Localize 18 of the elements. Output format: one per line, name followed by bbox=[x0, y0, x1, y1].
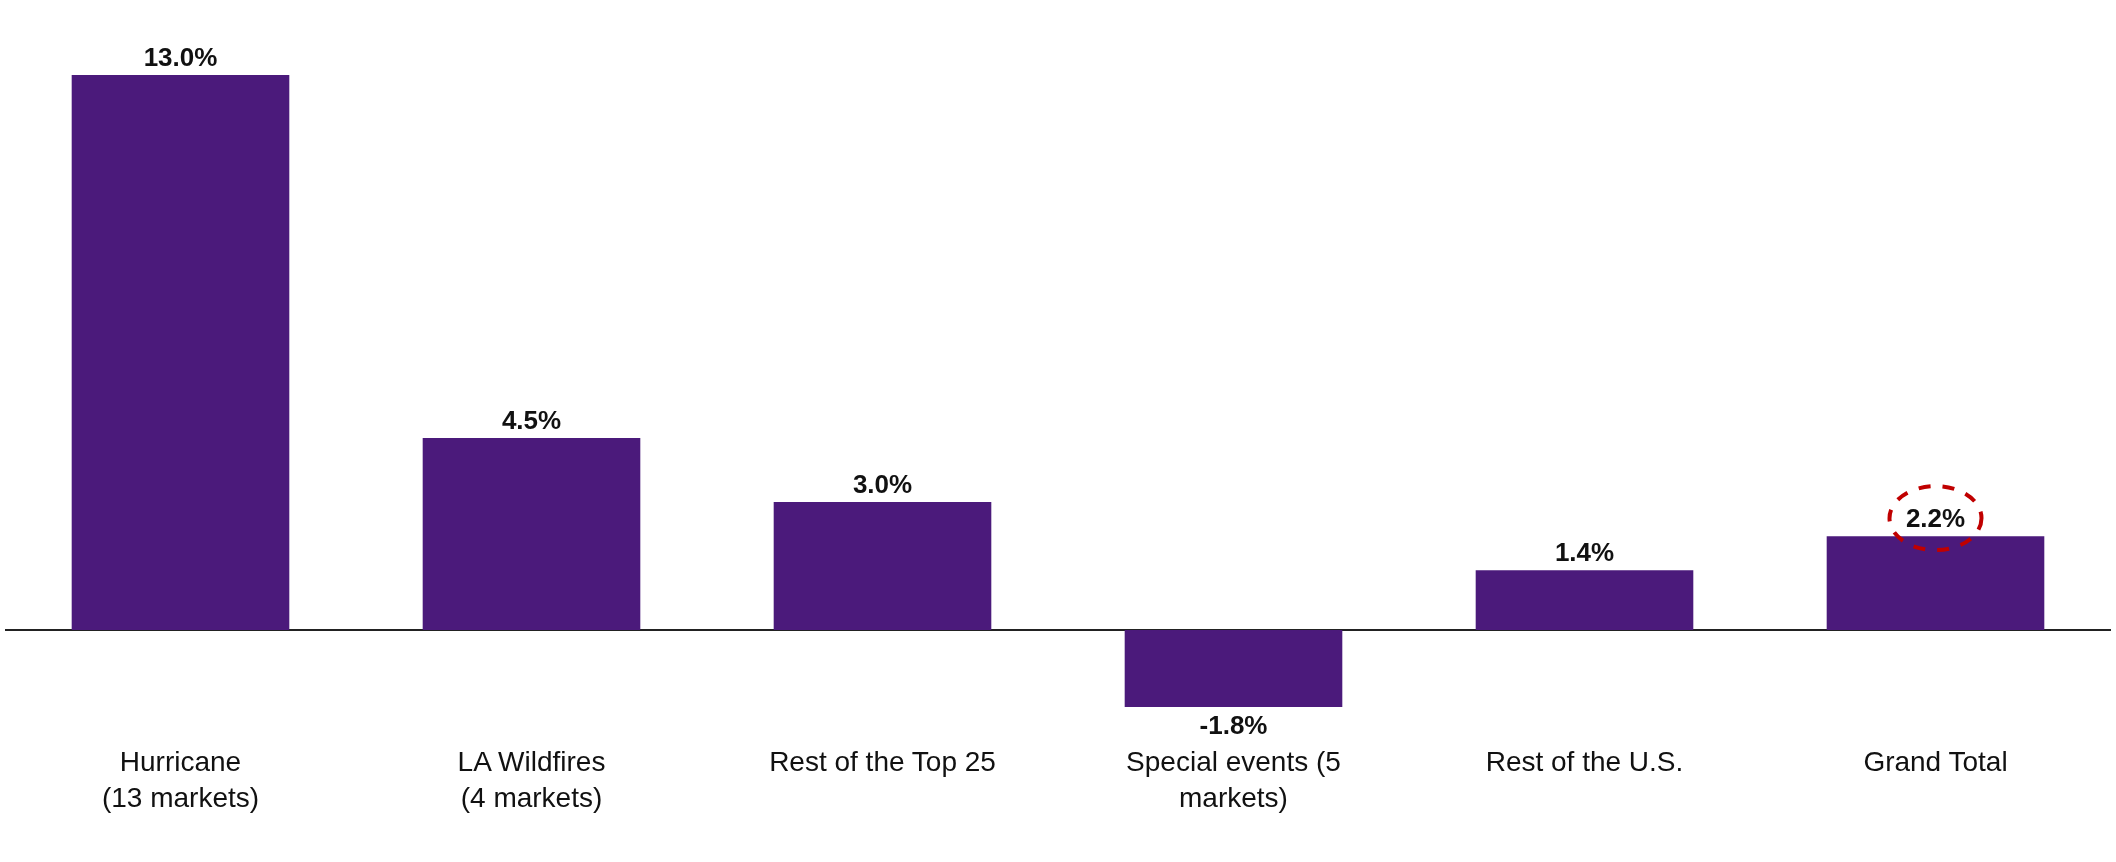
data-label: 1.4% bbox=[1554, 537, 1615, 568]
x-tick-label: Special events (5 markets) bbox=[1126, 746, 1341, 814]
x-tick-label: Rest of the U.S. bbox=[1485, 746, 1684, 777]
bar bbox=[1124, 630, 1343, 707]
bar bbox=[422, 437, 641, 631]
data-label: 3.0% bbox=[852, 468, 913, 499]
data-label: 2.2% bbox=[1905, 503, 1966, 534]
x-tick-label: Hurricane (13 markets) bbox=[101, 746, 260, 814]
data-label: 4.5% bbox=[501, 404, 562, 435]
bar bbox=[1826, 536, 2045, 631]
bar bbox=[773, 501, 992, 631]
x-tick-label: Rest of the Top 25 bbox=[769, 746, 996, 777]
x-tick-label: Grand Total bbox=[1863, 746, 2008, 777]
data-label: -1.8% bbox=[1199, 709, 1268, 740]
bar bbox=[71, 75, 290, 631]
data-label: 13.0% bbox=[143, 42, 218, 73]
x-tick-label: LA Wildfires (4 markets) bbox=[457, 746, 606, 814]
bar bbox=[1475, 570, 1694, 631]
